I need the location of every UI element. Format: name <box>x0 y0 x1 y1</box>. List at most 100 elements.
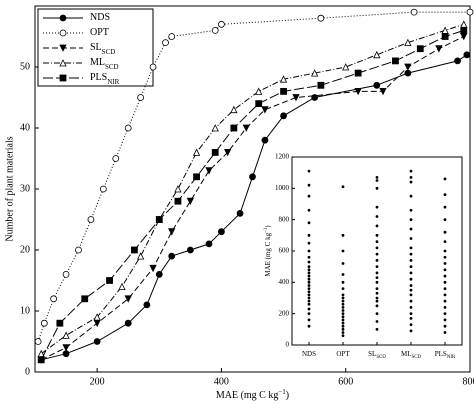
data-point <box>307 307 311 311</box>
data-point <box>375 296 379 300</box>
data-point <box>409 175 413 179</box>
data-point <box>341 287 345 290</box>
data-point <box>341 262 345 265</box>
series-line <box>40 29 464 361</box>
legend-label-part: SCD <box>105 63 119 71</box>
x-tick-label: MLSCD <box>401 350 421 360</box>
x-tick-label: 600 <box>338 376 353 387</box>
data-point <box>307 169 311 173</box>
x-tick-label: 800 <box>463 376 474 387</box>
y-tick-label: 800 <box>279 215 290 223</box>
data-point <box>307 260 311 264</box>
data-point <box>307 318 311 322</box>
marker <box>310 69 319 77</box>
data-point <box>341 296 345 300</box>
marker <box>75 246 82 254</box>
data-point <box>409 237 413 240</box>
data-point <box>307 271 311 275</box>
data-point <box>341 306 345 309</box>
data-point <box>443 240 447 244</box>
marker <box>56 319 64 327</box>
marker <box>280 112 287 120</box>
marker <box>62 270 70 278</box>
data-point <box>409 329 413 333</box>
marker <box>242 124 250 132</box>
x-tick-label-part: SL <box>368 350 376 358</box>
marker <box>155 216 163 223</box>
data-point <box>375 205 379 209</box>
marker <box>441 26 449 34</box>
data-point <box>341 233 345 237</box>
legend-label-part: NIR <box>107 78 119 86</box>
legend-label-part: SL <box>90 42 102 53</box>
marker <box>186 197 195 206</box>
marker <box>373 50 381 59</box>
data-point <box>375 252 379 256</box>
y-tick-label: 40 <box>20 122 30 133</box>
y-tick-label: 50 <box>20 61 30 72</box>
x-axis-label-part: ) <box>286 390 289 401</box>
marker <box>223 148 232 157</box>
marker <box>441 33 449 40</box>
data-point <box>443 331 447 334</box>
inset-y-axis-label-part: MAE (mg C kg <box>264 232 272 276</box>
marker <box>174 185 182 193</box>
x-tick-label-part: NDS <box>302 350 316 358</box>
marker <box>193 173 200 181</box>
x-axis-label: MAE (mg C kg−1) <box>216 388 289 402</box>
data-point <box>307 274 311 278</box>
data-point <box>341 293 345 297</box>
data-point <box>443 324 447 328</box>
inset-frame <box>291 156 463 346</box>
x-axis-label-part: −1 <box>278 388 286 396</box>
data-point <box>307 249 311 253</box>
x-axis-label-part: MAE (mg C kg <box>216 390 279 401</box>
data-point <box>375 291 379 295</box>
marker <box>373 81 381 89</box>
marker <box>87 216 95 223</box>
marker <box>62 331 70 339</box>
marker <box>342 63 350 71</box>
data-point <box>341 249 345 253</box>
marker <box>261 106 269 114</box>
marker <box>218 228 225 236</box>
marker <box>93 313 101 321</box>
marker <box>59 59 67 67</box>
data-point <box>409 227 413 231</box>
x-tick-label: SLSCD <box>368 350 386 360</box>
data-point <box>307 277 311 281</box>
data-point <box>443 230 447 234</box>
data-point <box>375 287 379 290</box>
marker <box>137 94 145 101</box>
data-point <box>443 255 447 259</box>
data-point <box>307 221 311 225</box>
data-point <box>341 312 345 316</box>
marker <box>143 301 151 309</box>
x-tick-label-part: SCD <box>376 355 386 360</box>
x-tick-label: OPT <box>336 350 350 358</box>
data-point <box>307 241 311 245</box>
marker <box>186 246 194 254</box>
marker <box>460 20 468 28</box>
marker <box>460 26 468 34</box>
marker <box>112 155 120 162</box>
data-point <box>375 280 379 284</box>
marker <box>168 33 176 40</box>
y-tick-label: 0 <box>25 366 30 377</box>
marker <box>106 277 113 284</box>
data-point <box>443 293 447 297</box>
marker <box>205 240 213 248</box>
data-point <box>307 324 311 328</box>
marker <box>392 57 399 65</box>
data-point <box>409 169 413 173</box>
y-tick-label: 0 <box>286 341 290 349</box>
marker <box>292 94 300 102</box>
marker <box>168 228 176 236</box>
marker <box>317 81 325 89</box>
marker <box>460 33 468 41</box>
marker <box>404 38 412 46</box>
marker <box>404 69 412 77</box>
data-point <box>375 271 379 275</box>
x-tick-label: NDS <box>302 350 316 358</box>
data-point <box>409 299 413 303</box>
